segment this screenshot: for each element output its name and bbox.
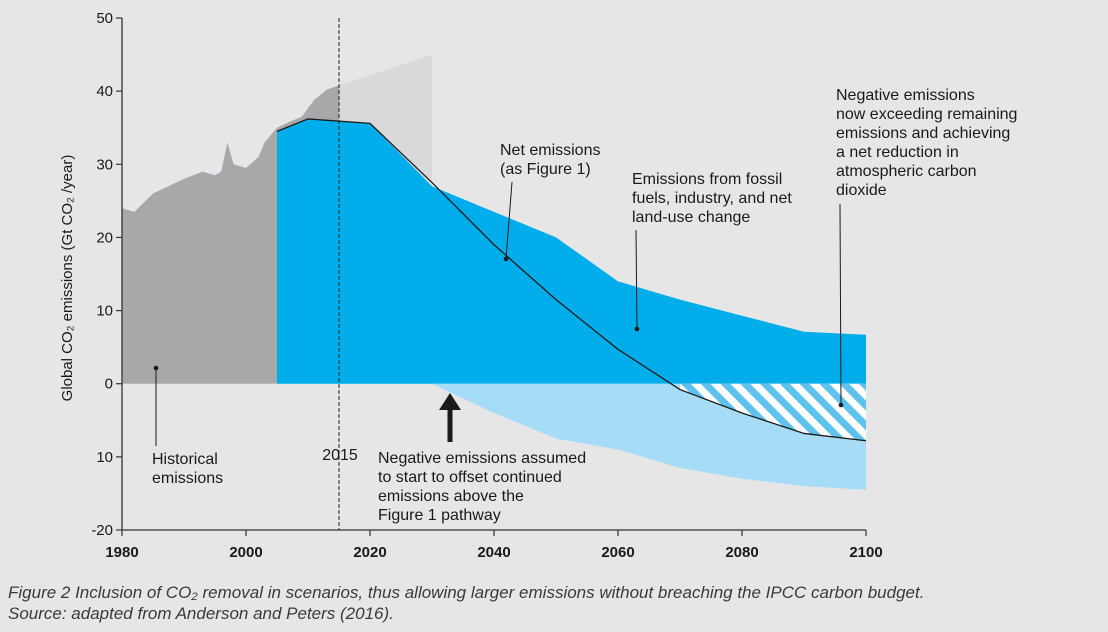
figure-caption: Figure 2 Inclusion of CO₂ removal in sce…	[8, 582, 1103, 624]
negative-start-label-line: Figure 1 pathway	[378, 507, 501, 524]
fossil-emissions-label-line: land-use change	[632, 209, 750, 226]
y-tick-label: 40	[96, 83, 113, 100]
net-emissions-leader	[505, 181, 513, 260]
y-tick-label: 50	[96, 10, 113, 27]
emissions-chart: 2015 50 40 30 20 10 0 10 -20 1980 2000 2020 2040 2060…	[59, 10, 1017, 561]
x-tick-label: 2000	[229, 544, 262, 561]
projected-high-emissions-area	[339, 54, 432, 183]
y-tick-label: -20	[91, 522, 113, 539]
y-tick-label: 10	[96, 449, 113, 466]
negative-exceeding-dot	[838, 402, 844, 408]
historical-emissions-area	[122, 127, 277, 384]
y-axis-label: Global CO₂ emissions (Gt CO₂ /year)	[59, 155, 76, 402]
y-tick-label: 10	[96, 303, 113, 320]
negative-exceeding-label-line: atmospheric carbon	[836, 163, 977, 180]
negative-exceeding-leader	[839, 203, 842, 406]
fossil-emissions-leader	[635, 229, 638, 330]
negative-start-label-line: emissions above the	[378, 488, 524, 505]
historical-emissions-label-line: Historical	[152, 451, 218, 468]
fossil-emissions-label-line: fuels, industry, and net	[632, 190, 792, 207]
negative-exceeding-label-line: now exceeding remaining	[836, 106, 1017, 123]
negative-start-label-line: Negative emissions assumed	[378, 450, 586, 467]
x-tick-label: 2040	[477, 544, 510, 561]
net-negative-hatched-area	[680, 383, 866, 441]
y-tick-label: 20	[96, 229, 113, 246]
negative-exceeding-label-line: Negative emissions	[836, 87, 975, 104]
net-emissions-label-line: (as Figure 1)	[500, 161, 591, 178]
x-tick-label: 2060	[601, 544, 634, 561]
x-tick-label: 2080	[725, 544, 758, 561]
historical-emissions-dot	[153, 365, 159, 371]
caption-line-1: Figure 2 Inclusion of CO₂ removal in sce…	[8, 583, 925, 602]
fossil-emissions-area	[277, 118, 866, 384]
negative-exceeding-label-line: emissions and achieving	[836, 125, 1010, 142]
historical-emissions-label-line: emissions	[152, 470, 223, 487]
x-tick-label: 1980	[105, 544, 138, 561]
net-emissions-dot	[503, 256, 509, 262]
y-tick-label: 30	[96, 156, 113, 173]
caption-source: Source: adapted from Anderson and Peters…	[8, 604, 394, 623]
x-tick-label: 2020	[353, 544, 386, 561]
fossil-emissions-dot	[634, 326, 640, 332]
fossil-emissions-label-line: Emissions from fossil	[632, 171, 782, 188]
x-tick-label: 2100	[849, 544, 882, 561]
negative-start-arrow-head	[439, 393, 461, 410]
negative-exceeding-label-line: a net reduction in	[836, 144, 959, 161]
negative-start-label-line: to start to offset continued	[378, 469, 562, 486]
y-tick-label: 0	[105, 376, 113, 393]
net-emissions-label-line: Net emissions	[500, 142, 600, 159]
year-2015-marker-label: 2015	[322, 447, 358, 464]
net-emissions-line	[276, 118, 867, 442]
negative-exceeding-label-line: dioxide	[836, 182, 887, 199]
